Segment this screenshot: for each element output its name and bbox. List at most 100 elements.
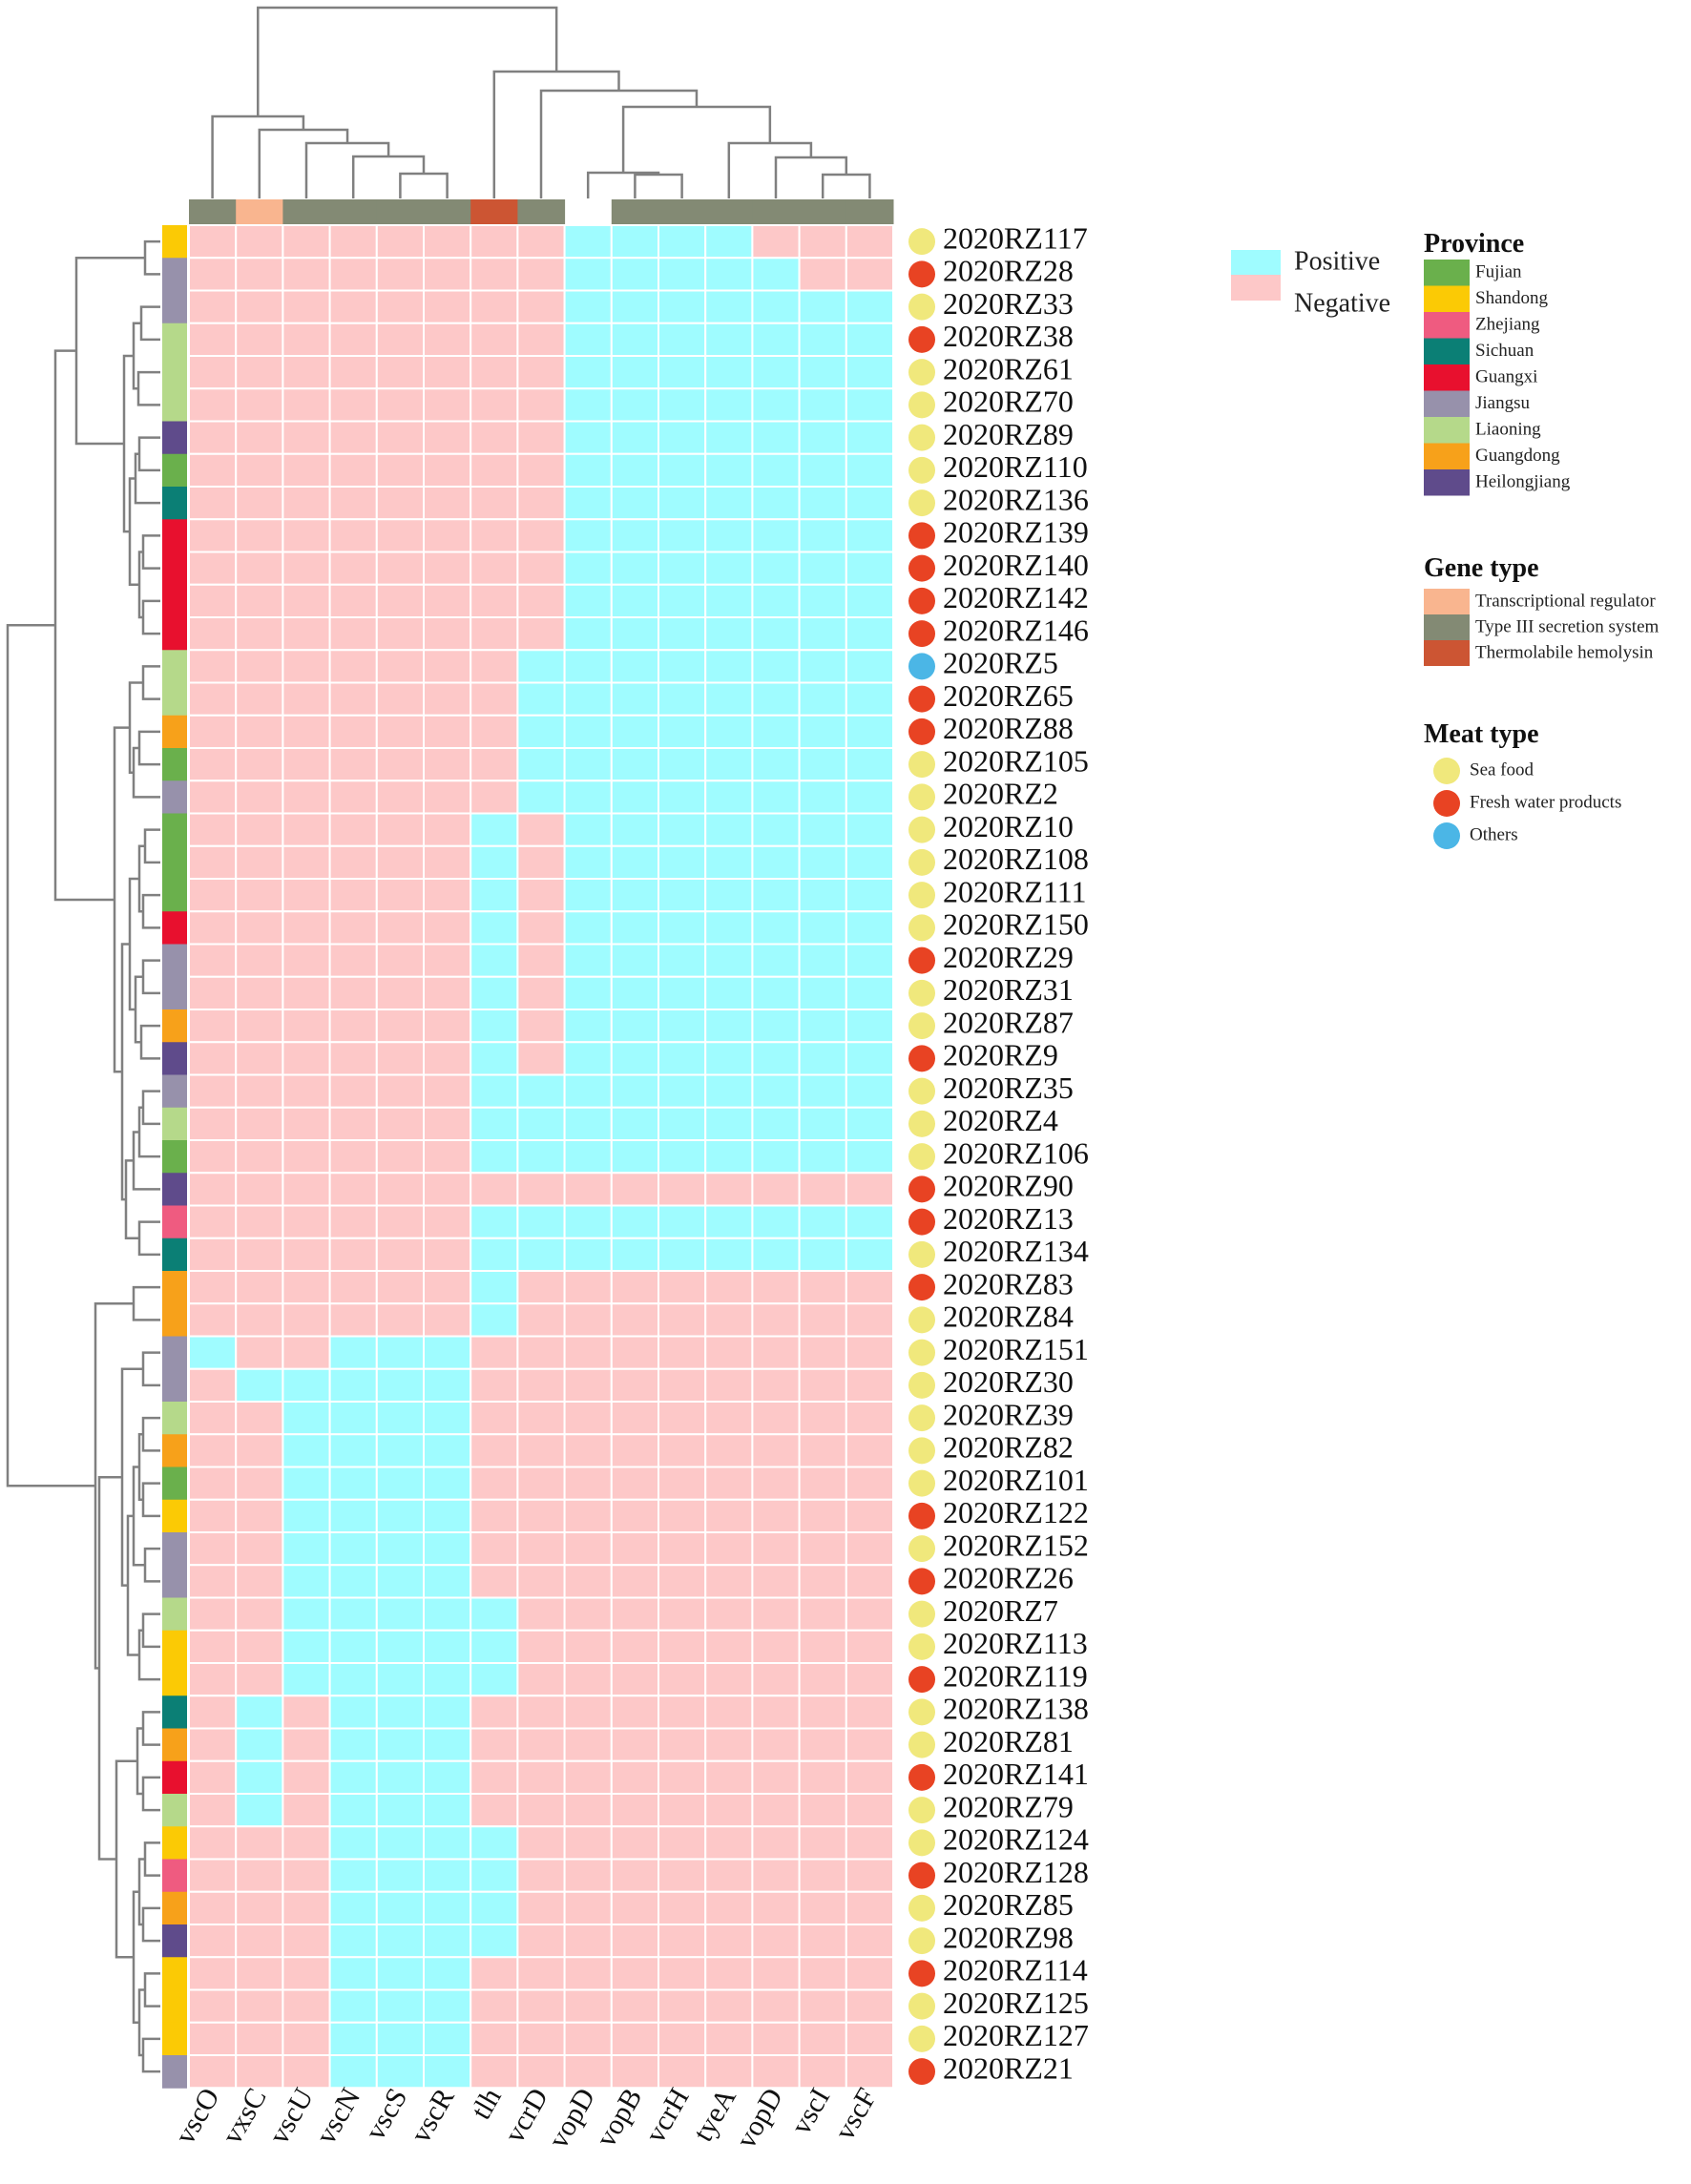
heatmap-cell — [798, 583, 847, 618]
heatmap-cell — [658, 1564, 707, 1599]
province-cell — [162, 1205, 187, 1239]
heatmap-cell — [610, 486, 659, 521]
heatmap-cell — [798, 1564, 847, 1599]
row-label: 2020RZ117 — [943, 220, 1088, 255]
heatmap-cell — [563, 1106, 613, 1141]
heatmap-cell — [516, 2021, 566, 2056]
meat-type-marker — [908, 1143, 935, 1171]
heatmap-cell — [845, 583, 894, 618]
heatmap-cell — [375, 257, 425, 292]
heatmap-cell — [704, 355, 754, 390]
heatmap-cell — [610, 1924, 659, 1959]
heatmap-cell — [423, 355, 472, 390]
heatmap-cell — [658, 1825, 707, 1861]
heatmap-cell — [563, 747, 613, 782]
heatmap-cell — [235, 1433, 284, 1468]
heatmap-cell — [751, 681, 801, 717]
heatmap-cell — [188, 2054, 238, 2090]
heatmap-cell — [188, 714, 238, 749]
meat-type-marker — [908, 2025, 935, 2052]
heatmap-cell — [798, 1335, 847, 1370]
heatmap-cell — [563, 1009, 613, 1044]
heatmap-cell — [751, 1988, 801, 2024]
province-cell — [162, 1336, 187, 1370]
heatmap-cell — [188, 1073, 238, 1109]
gene-type-cell — [376, 199, 425, 224]
heatmap-cell — [658, 649, 707, 684]
heatmap-cell — [470, 1302, 519, 1338]
heatmap-cell — [188, 878, 238, 913]
heatmap-cell — [235, 518, 284, 553]
meat-type-marker — [908, 1274, 935, 1301]
heatmap-cell — [610, 747, 659, 782]
heatmap-cell — [798, 1793, 847, 1828]
meat-type-marker — [908, 751, 935, 779]
heatmap-cell — [470, 812, 519, 847]
heatmap-cell — [375, 878, 425, 913]
heatmap-cell — [704, 452, 754, 488]
heatmap-cell — [610, 812, 659, 847]
heatmap-cell — [188, 1793, 238, 1828]
heatmap-cell — [751, 616, 801, 652]
heatmap-cell — [375, 616, 425, 652]
heatmap-cell — [470, 1172, 519, 1207]
heatmap-cell — [375, 1367, 425, 1403]
heatmap-cell — [282, 1172, 331, 1207]
heatmap-cell — [845, 1466, 894, 1501]
heatmap-cell — [751, 224, 801, 260]
heatmap-cell — [470, 355, 519, 390]
dendrogram-link — [132, 1285, 160, 1321]
heatmap-cell — [751, 1302, 801, 1338]
heatmap-cell — [423, 1890, 472, 1925]
heatmap-cell — [751, 1695, 801, 1730]
heatmap-cell — [704, 1924, 754, 1959]
heatmap-cell — [282, 1531, 331, 1567]
heatmap-cell — [235, 844, 284, 880]
heatmap-cell — [704, 681, 754, 717]
heatmap-cell — [658, 1531, 707, 1567]
meat-type-marker — [908, 620, 935, 648]
heatmap-cell — [470, 1564, 519, 1599]
heatmap-cell — [798, 649, 847, 684]
meat-type-marker — [908, 653, 935, 680]
heatmap-cell — [516, 1662, 566, 1697]
province-cell — [162, 1957, 187, 1990]
heatmap-cell — [423, 1988, 472, 2024]
heatmap-cell — [470, 452, 519, 488]
heatmap-cell — [423, 714, 472, 749]
heatmap-cell — [470, 1041, 519, 1076]
heatmap-cell — [235, 1531, 284, 1567]
heatmap-cell — [516, 616, 566, 652]
heatmap-cell — [423, 1596, 472, 1632]
meat-type-marker — [908, 1763, 935, 1791]
gene-type-cell — [611, 199, 659, 224]
gene-type-legend-swatch — [1424, 614, 1470, 640]
heatmap-cell — [235, 583, 284, 618]
heatmap-cell — [423, 1106, 472, 1141]
heatmap-cell — [282, 1009, 331, 1044]
heatmap-cell — [610, 616, 659, 652]
heatmap-cell — [563, 1498, 613, 1533]
heatmap-cell — [470, 322, 519, 357]
row-label: 2020RZ108 — [943, 842, 1089, 876]
heatmap-cell — [798, 452, 847, 488]
province-cell — [162, 1466, 187, 1501]
heatmap-cell — [610, 1564, 659, 1599]
heatmap-cell — [658, 1858, 707, 1893]
heatmap-cell — [610, 1956, 659, 1991]
heatmap-cell — [188, 616, 238, 652]
heatmap-cell — [658, 1335, 707, 1370]
heatmap-cell — [516, 1139, 566, 1175]
heatmap-cell — [516, 1498, 566, 1533]
dendrogram-link — [139, 305, 160, 342]
heatmap-cell — [658, 910, 707, 946]
row-label: 2020RZ85 — [943, 1887, 1074, 1922]
heatmap-cell — [563, 943, 613, 978]
heatmap-cell — [282, 1662, 331, 1697]
heatmap-cell — [516, 551, 566, 586]
heatmap-cell — [282, 616, 331, 652]
heatmap-cell — [282, 1204, 331, 1239]
heatmap-cell — [658, 1498, 707, 1533]
heatmap-cell — [328, 1401, 378, 1436]
